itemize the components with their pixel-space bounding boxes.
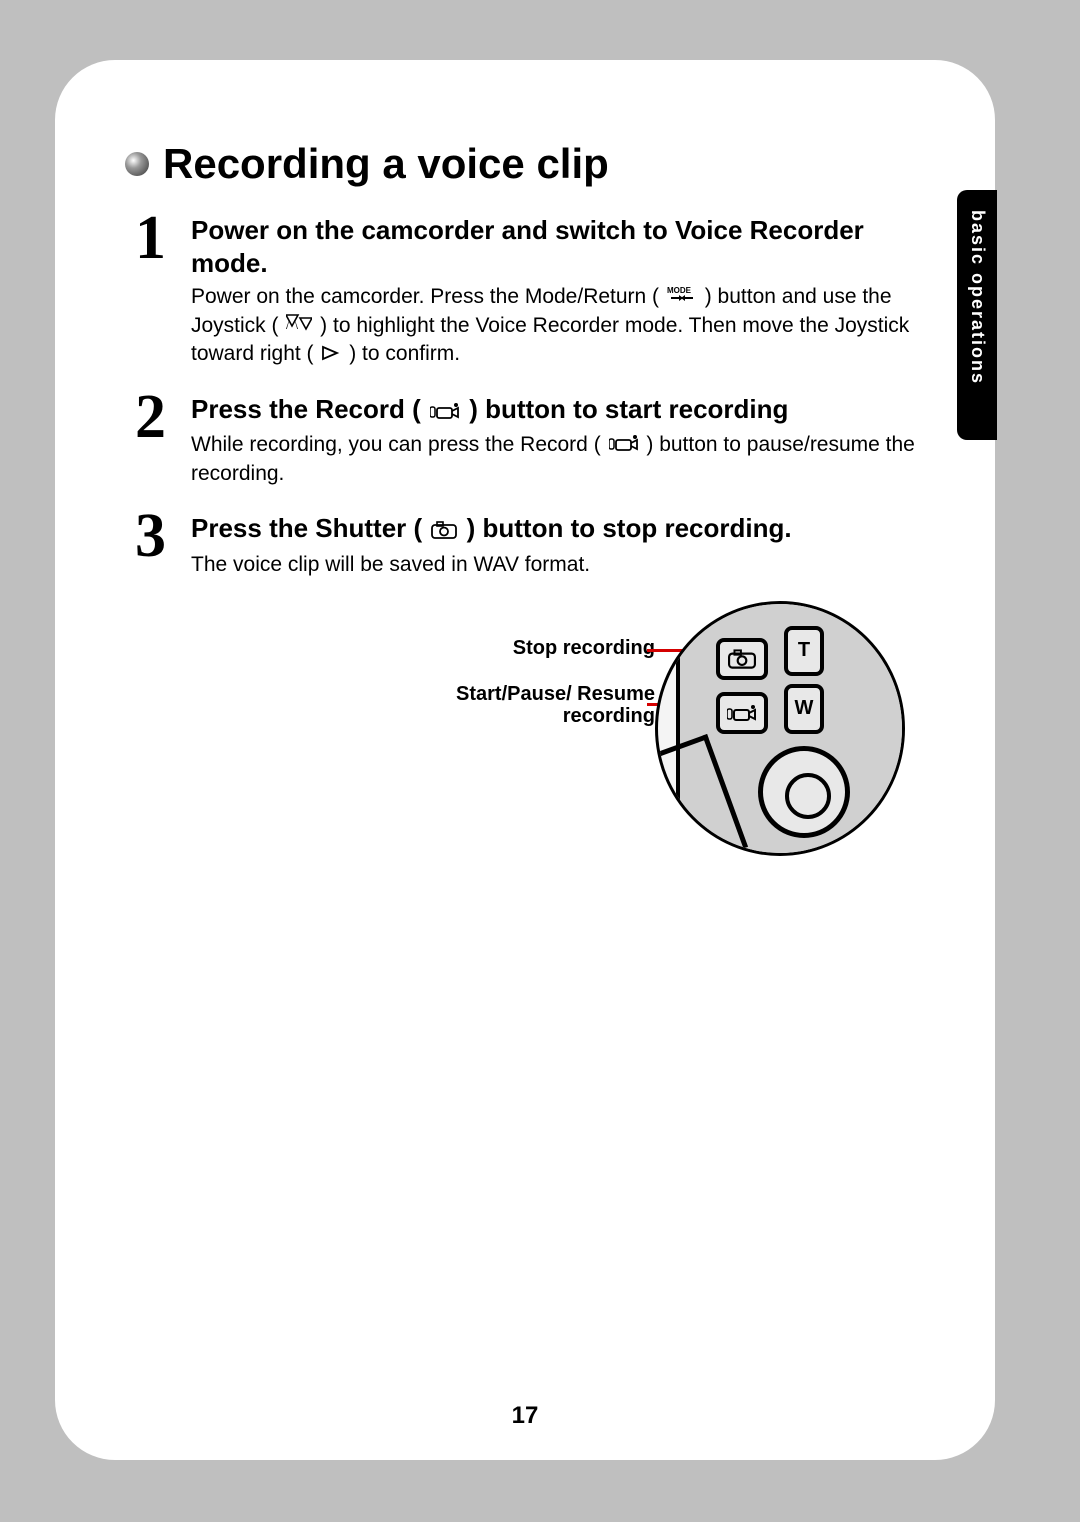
- device-diagram: Stop recording Start/Pause/ Resume recor…: [465, 601, 915, 871]
- step-description: Power on the camcorder. Press the Mode/R…: [191, 283, 925, 369]
- svg-text:MODE: MODE: [667, 286, 692, 295]
- step-body: Power on the camcorder and switch to Voi…: [191, 212, 925, 369]
- step: 3 Press the Shutter ( ) button to stop re…: [125, 510, 925, 579]
- record-icon: [609, 432, 639, 460]
- joystick-icon: [758, 746, 850, 838]
- page-title: Recording a voice clip: [163, 140, 609, 188]
- step-heading: Press the Shutter ( ) button to stop rec…: [191, 512, 925, 546]
- zoom-t-button: T: [784, 626, 824, 676]
- manual-page: basic operations Recording a voice clip …: [55, 60, 995, 1460]
- step: 1Power on the camcorder and switch to Vo…: [125, 212, 925, 369]
- shutter-icon: [431, 514, 457, 547]
- title-row: Recording a voice clip: [125, 140, 925, 188]
- step-number: 3: [135, 510, 181, 563]
- page-number: 17: [55, 1402, 995, 1430]
- page-content: Recording a voice clip 1Power on the cam…: [55, 60, 995, 871]
- step-number: 1: [135, 212, 181, 265]
- mode-icon: MODE: [667, 283, 697, 311]
- step-body: Press the Shutter ( ) button to stop rec…: [191, 510, 925, 579]
- step-description: While recording, you can press the Recor…: [191, 431, 925, 488]
- record-icon: [430, 395, 460, 428]
- step-heading: Power on the camcorder and switch to Voi…: [191, 214, 925, 279]
- bullet-icon: [125, 152, 149, 176]
- start-recording-label: Start/Pause/ Resume recording: [435, 683, 655, 727]
- right-icon: [321, 341, 341, 369]
- record-button-icon: [716, 692, 768, 734]
- step-body: Press the Record ( ) button to start rec…: [191, 391, 925, 488]
- updown-icon: [286, 312, 312, 340]
- step-description: The voice clip will be saved in WAV form…: [191, 551, 925, 579]
- section-tab: basic operations: [957, 190, 997, 440]
- device-illustration: T W: [655, 601, 905, 856]
- stop-recording-label: Stop recording: [435, 637, 655, 659]
- step-heading: Press the Record ( ) button to start rec…: [191, 393, 925, 427]
- step-number: 2: [135, 391, 181, 444]
- step: 2 Press the Record ( ) button to start re…: [125, 391, 925, 488]
- shutter-button-icon: [716, 638, 768, 680]
- zoom-w-button: W: [784, 684, 824, 734]
- section-tab-label: basic operations: [967, 210, 988, 385]
- steps-list: 1Power on the camcorder and switch to Vo…: [125, 212, 925, 579]
